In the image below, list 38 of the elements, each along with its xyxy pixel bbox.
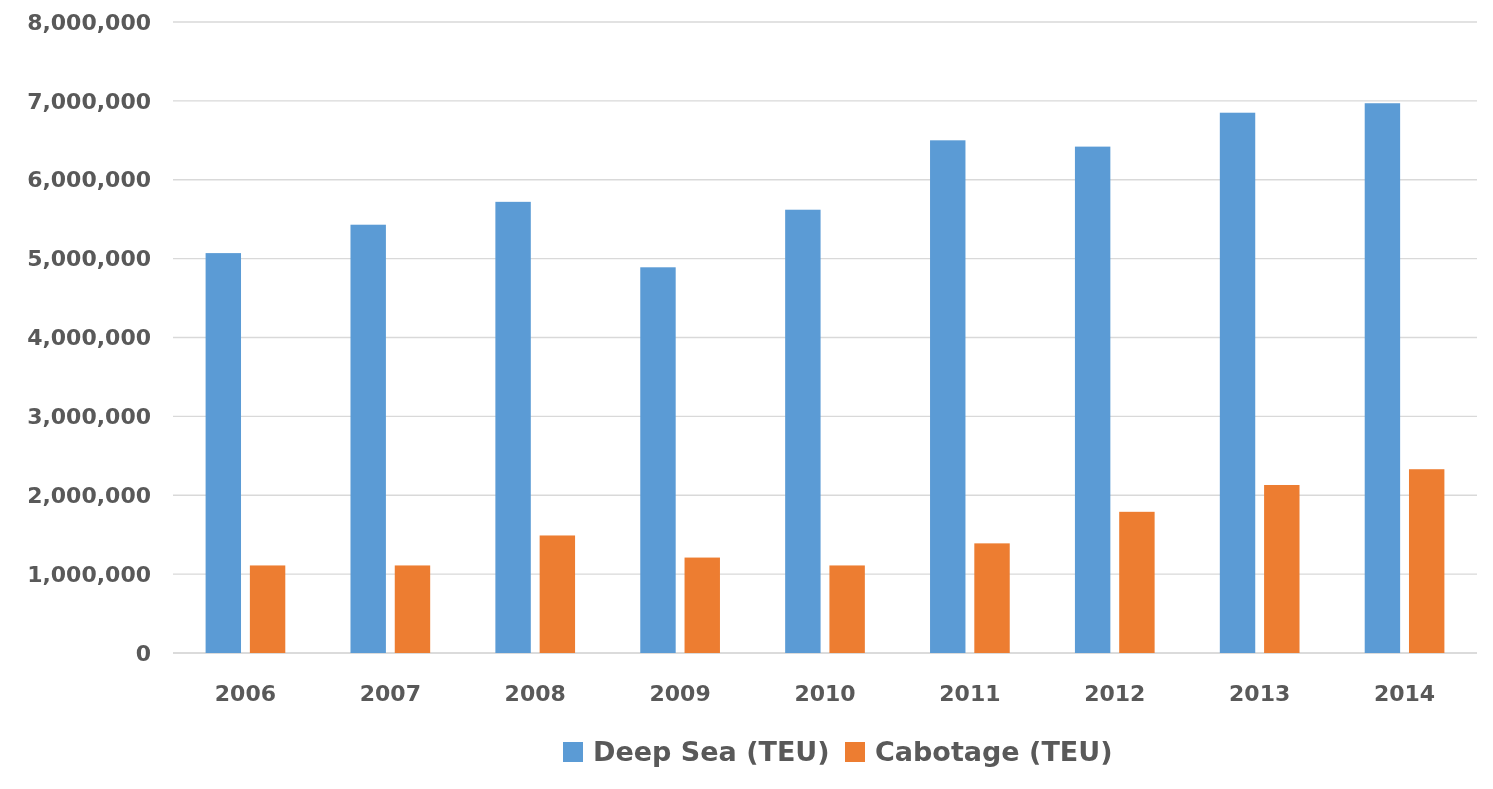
bar (1264, 485, 1300, 653)
y-tick-label: 1,000,000 (27, 561, 151, 587)
x-tick-label: 2006 (214, 681, 277, 706)
x-tick-label: 2008 (504, 681, 566, 706)
y-tick-label: 2,000,000 (27, 482, 151, 508)
x-tick-label: 2007 (359, 681, 421, 706)
bar (829, 565, 865, 653)
y-tick-label: 5,000,000 (27, 246, 151, 272)
bar (684, 557, 720, 653)
y-tick-label: 4,000,000 (27, 325, 151, 351)
y-tick-label: 6,000,000 (27, 167, 151, 193)
x-tick-label: 2013 (1229, 681, 1291, 706)
y-tick-label: 8,000,000 (27, 9, 151, 35)
bar (930, 140, 966, 653)
x-tick-label: 2011 (939, 681, 1001, 706)
bar (785, 209, 821, 653)
bar (205, 253, 242, 653)
bar (350, 224, 386, 653)
x-tick-label: 2010 (794, 681, 856, 706)
bar (1074, 146, 1111, 653)
bar (974, 543, 1010, 653)
bar (1219, 112, 1256, 653)
y-tick-label: 3,000,000 (27, 404, 151, 430)
x-tick-label: 2009 (649, 681, 711, 706)
bar (640, 267, 676, 653)
legend-label: Deep Sea (TEU) (593, 736, 830, 767)
bar (1364, 103, 1401, 653)
bar (1408, 469, 1445, 653)
y-tick-label: 7,000,000 (27, 88, 151, 114)
bar (495, 201, 531, 653)
x-tick-label: 2014 (1373, 681, 1436, 706)
y-tick-label: 0 (135, 640, 151, 666)
bar (1119, 511, 1155, 653)
x-tick-label: 2012 (1084, 681, 1146, 706)
bar (249, 565, 286, 653)
bar (539, 535, 576, 653)
legend-label: Cabotage (TEU) (875, 736, 1113, 767)
bar (394, 565, 431, 653)
